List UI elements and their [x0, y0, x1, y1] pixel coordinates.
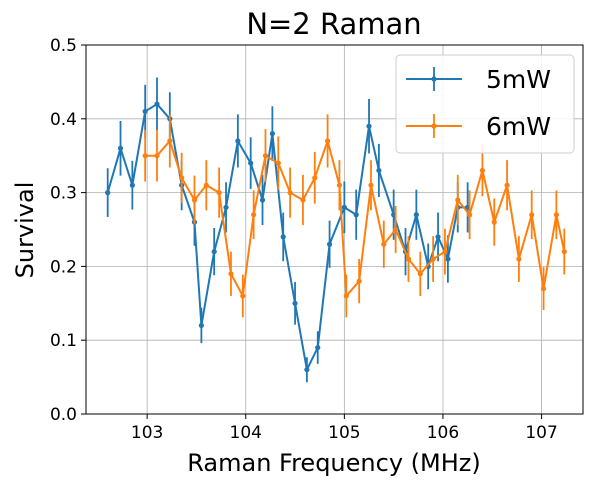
data-point — [435, 234, 441, 240]
data-point — [540, 285, 547, 292]
data-point — [417, 271, 423, 277]
legend: 5mW 6mW — [395, 54, 575, 154]
data-point — [203, 182, 209, 188]
legend-marker — [431, 123, 437, 129]
x-tick-label: 105 — [328, 423, 360, 443]
x-tick-label: 103 — [131, 423, 163, 443]
data-point — [516, 256, 522, 262]
data-point — [262, 153, 269, 159]
data-point — [445, 256, 451, 262]
data-point — [287, 190, 293, 196]
x-tick-label: 106 — [427, 423, 459, 443]
data-point — [228, 271, 234, 277]
data-point — [353, 212, 359, 218]
y-axis-title: Survival — [11, 182, 39, 279]
data-point — [466, 212, 473, 218]
data-point — [117, 145, 124, 151]
data-point — [300, 197, 306, 203]
data-point — [479, 167, 486, 174]
y-tick-label: 0.4 — [50, 110, 77, 130]
y-tick-label: 0.3 — [50, 184, 77, 204]
data-point — [315, 344, 321, 351]
data-point — [275, 160, 281, 166]
y-tick-label: 0.5 — [50, 36, 77, 56]
y-tick-label: 0.1 — [50, 331, 77, 351]
data-point — [154, 101, 160, 107]
data-point — [280, 234, 286, 240]
data-point — [179, 175, 185, 181]
data-point — [368, 182, 374, 188]
data-point — [343, 293, 349, 299]
data-point — [269, 130, 275, 137]
data-point — [491, 219, 497, 225]
legend-label: 5mW — [486, 65, 551, 94]
data-point — [248, 160, 254, 166]
data-point — [216, 190, 222, 196]
legend-marker — [431, 76, 437, 82]
data-point — [235, 138, 241, 144]
x-tick-label: 107 — [525, 423, 557, 443]
data-point — [366, 123, 372, 129]
data-point — [142, 108, 148, 115]
data-point — [105, 190, 111, 196]
data-point — [211, 249, 217, 255]
chart-title: N=2 Raman — [246, 7, 421, 41]
data-point — [381, 241, 387, 247]
data-point — [336, 182, 343, 188]
data-point — [223, 204, 229, 210]
data-point — [251, 212, 257, 218]
data-point — [292, 300, 298, 306]
axis-ticks: 103 104 105 106 107 0.0 0.1 0.2 0.3 0.4 0.5 — [50, 36, 558, 443]
data-point — [442, 249, 448, 255]
series-layer — [105, 77, 567, 383]
data-point — [529, 212, 535, 218]
data-point — [142, 153, 148, 159]
data-point — [154, 153, 160, 159]
series-6mW — [142, 114, 567, 318]
data-point — [129, 182, 135, 188]
x-tick-label: 104 — [230, 423, 262, 443]
data-point — [191, 197, 198, 203]
data-point — [341, 204, 347, 210]
series-line-5mW — [106, 103, 468, 371]
data-point — [553, 212, 559, 218]
data-point — [455, 197, 461, 203]
data-point — [356, 278, 362, 284]
data-point — [393, 226, 399, 233]
legend-label: 6mW — [486, 112, 551, 141]
data-point — [324, 138, 331, 144]
data-point — [326, 241, 333, 247]
data-point — [304, 367, 310, 373]
data-point — [259, 197, 266, 203]
data-point — [561, 249, 567, 255]
data-point — [167, 138, 173, 144]
series-line-6mW — [145, 139, 566, 297]
data-point — [405, 256, 412, 262]
plot-frame — [85, 44, 584, 415]
data-point — [413, 212, 419, 218]
data-point — [376, 167, 382, 174]
data-point — [240, 293, 246, 299]
data-point — [198, 322, 204, 329]
data-point — [312, 175, 318, 181]
y-tick-label: 0.0 — [50, 405, 77, 425]
y-tick-label: 0.2 — [50, 257, 77, 277]
x-axis-title: Raman Frequency (MHz) — [187, 449, 480, 477]
data-point — [430, 256, 436, 262]
data-point — [504, 182, 510, 188]
